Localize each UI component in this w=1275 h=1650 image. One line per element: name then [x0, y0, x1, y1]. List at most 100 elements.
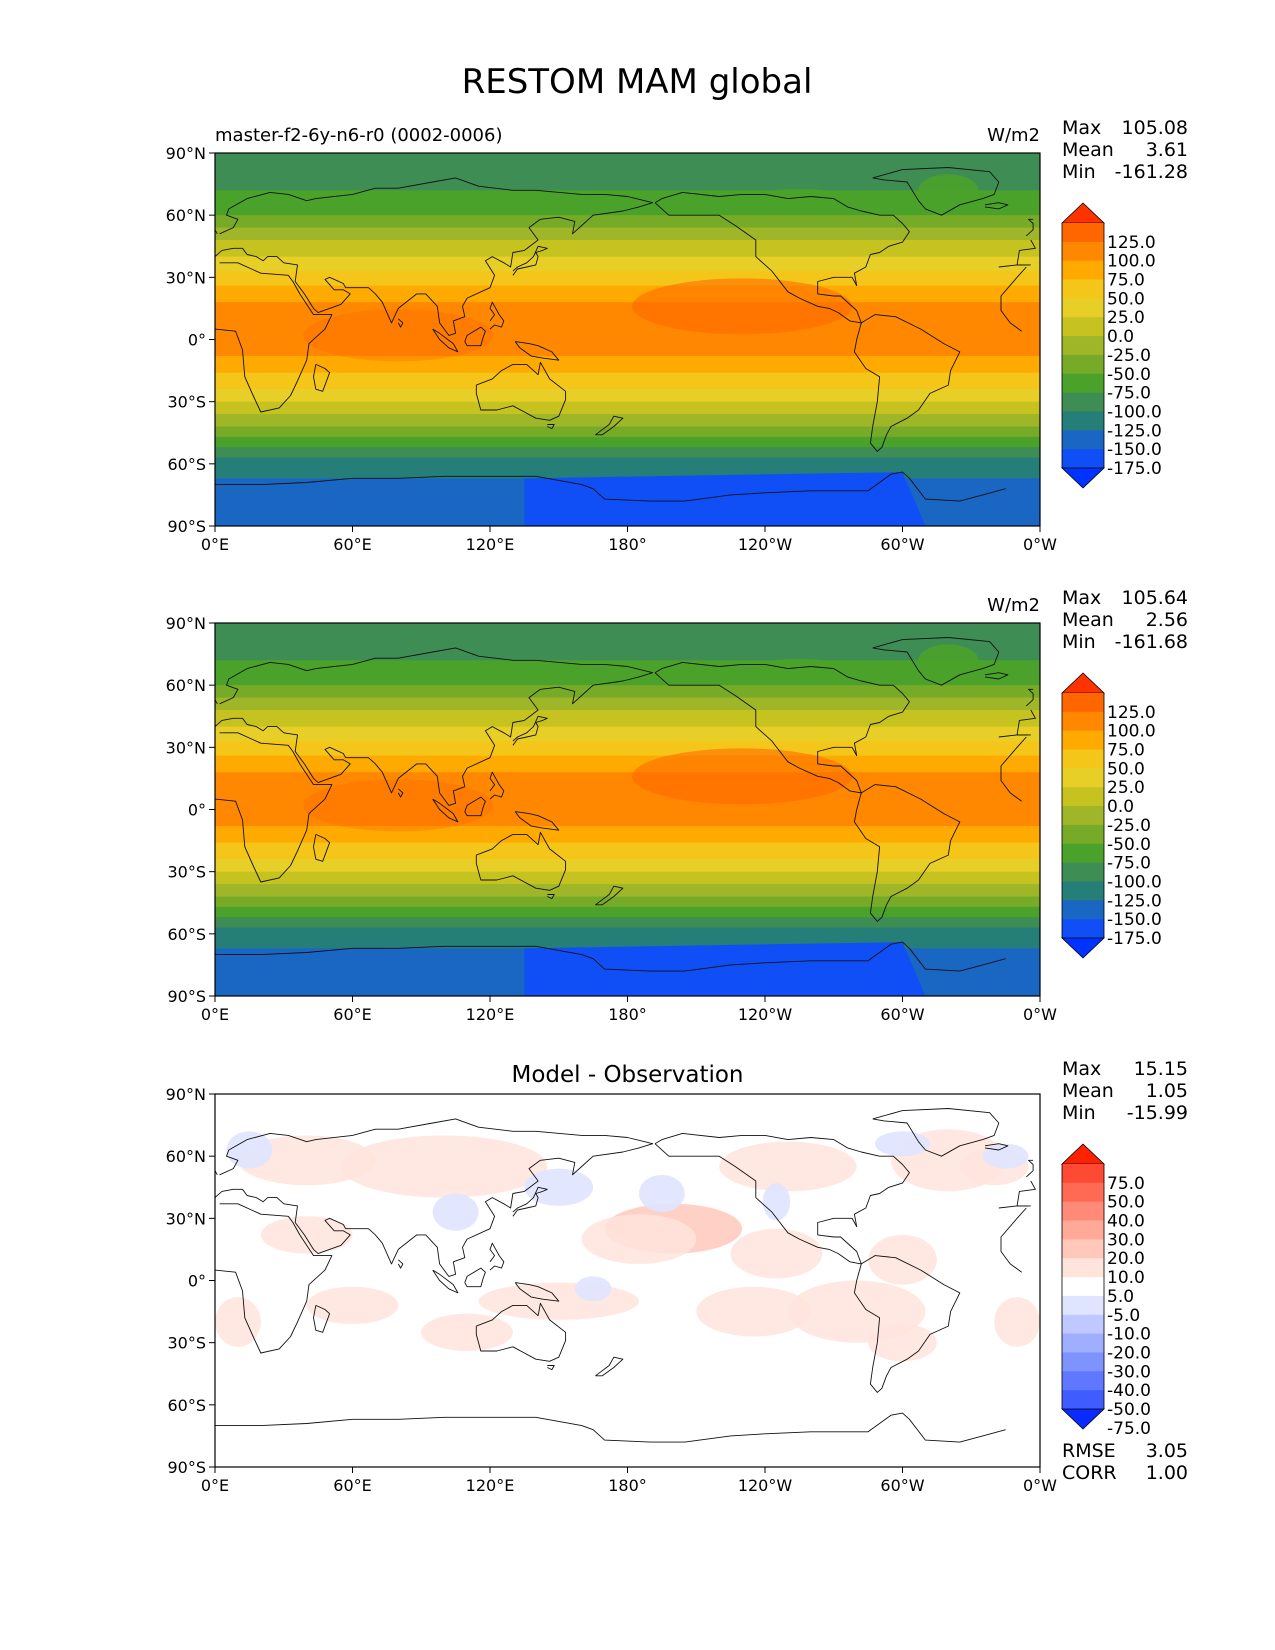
stat-value: -161.68 [1115, 631, 1188, 653]
colorbar-label: 50.0 [1107, 759, 1145, 779]
field-band [215, 697, 1040, 711]
coastline [215, 177, 1036, 336]
colorbar-segment [1062, 279, 1104, 299]
panel-model: 0°E 60°E 120°E 180° 120°W 60°W 0°W 90°N 60°N 30°N… [166, 117, 1188, 554]
colorbar-label: 0.0 [1107, 327, 1134, 347]
panel-units: W/m2 [987, 595, 1040, 616]
field-feature [754, 188, 845, 209]
field-feature [341, 1135, 548, 1198]
colorbar-segment [1062, 430, 1104, 450]
field-band [215, 153, 1040, 191]
x-tick-label: 120°W [738, 1476, 793, 1495]
colorbar-label: 25.0 [1107, 778, 1145, 798]
y-tick-label: 30°N [166, 1209, 206, 1228]
coastline [313, 833, 331, 862]
y-tick-label: 90°N [166, 144, 206, 163]
colorbar-segment [1062, 298, 1104, 318]
panel-units: W/m2 [987, 125, 1040, 146]
stat-label: Max [1062, 117, 1101, 139]
field-band [215, 457, 1040, 479]
coastline [595, 885, 624, 906]
coastline [475, 831, 567, 891]
map-field [215, 623, 1040, 996]
field-band [215, 755, 1040, 773]
colorbar-label: -125.0 [1107, 421, 1162, 441]
colorbar-label: -75.0 [1107, 384, 1151, 404]
stat-label: Max [1062, 1058, 1101, 1080]
field-feature [982, 1143, 1029, 1169]
colorbar-label: -40.0 [1107, 1381, 1151, 1401]
y-tick-label: 30°N [166, 738, 206, 757]
coastline [475, 1302, 567, 1362]
colorbar-segment [1062, 862, 1104, 882]
colorbar-segment [1062, 411, 1104, 431]
colorbar-label: -50.0 [1107, 1400, 1151, 1420]
field-feature [632, 278, 853, 335]
x-tick-label: 180° [608, 1005, 647, 1024]
bottom-stat-label: CORR [1062, 1462, 1117, 1484]
field-feature [918, 644, 979, 677]
colorbar-segment [1062, 354, 1104, 375]
field-feature [237, 1135, 376, 1186]
panel-observation: 0°E 60°E 120°E 180° 120°W 60°W 0°W 90°N 60°N 30°N… [166, 587, 1188, 1024]
colorbar-outline [1061, 693, 1105, 938]
field-band [215, 772, 1040, 827]
colorbar-segment [1062, 223, 1104, 243]
y-tick-label: 30°S [167, 1334, 206, 1353]
stat-label: Mean [1062, 609, 1114, 631]
field-band [215, 401, 1040, 415]
field-band [215, 884, 1040, 898]
coastline [595, 415, 624, 436]
colorbar-label: 50.0 [1107, 1193, 1145, 1213]
y-tick-label: 30°S [167, 863, 206, 882]
colorbar-label: -175.0 [1107, 929, 1162, 949]
colorbar-segment [1062, 1277, 1104, 1297]
field-feature [632, 748, 853, 805]
bottom-stat-value: 3.05 [1146, 1440, 1188, 1462]
coastline [547, 1365, 555, 1371]
stat-label: Max [1062, 587, 1101, 609]
colorbar-segment [1062, 900, 1104, 920]
coastline [654, 1132, 910, 1265]
field-feature [994, 1297, 1040, 1347]
field-band [215, 302, 1040, 357]
field-band [215, 426, 1040, 438]
y-tick-label: 60°N [166, 206, 206, 225]
coastline [984, 202, 1009, 210]
y-tick-label: 90°N [166, 614, 206, 633]
colorbar-label: 30.0 [1107, 1230, 1145, 1250]
colorbar-label: -20.0 [1107, 1343, 1151, 1363]
field-feature [730, 1228, 823, 1279]
y-tick-label: 60°S [167, 1396, 206, 1415]
x-tick-label: 120°E [466, 535, 515, 554]
coastline [397, 318, 404, 328]
colorbar-segment [1062, 1352, 1104, 1372]
colorbar-segment [1062, 824, 1104, 845]
colorbar-label: -150.0 [1107, 910, 1162, 930]
colorbar-label: 75.0 [1107, 271, 1145, 291]
colorbar-extend-min [1061, 467, 1105, 489]
field-band [215, 896, 1040, 908]
field-feature [696, 1286, 811, 1337]
field-band [215, 906, 1040, 918]
x-tick-label: 0°E [201, 535, 229, 554]
colorbar-segment [1062, 1239, 1104, 1259]
colorbar-segment [1062, 317, 1104, 337]
x-tick-label: 60°W [880, 1005, 924, 1024]
coastline [512, 245, 548, 276]
coastline [654, 661, 910, 794]
colorbar: 75.050.040.030.020.010.05.0-5.0-10.0-20.… [1061, 1143, 1151, 1439]
colorbar-label: -100.0 [1107, 402, 1162, 422]
colorbar-segment [1062, 787, 1104, 807]
colorbar-label: -5.0 [1107, 1306, 1140, 1326]
colorbar-segment [1062, 449, 1104, 469]
colorbar-label: 40.0 [1107, 1212, 1145, 1232]
field-band [215, 859, 1040, 873]
stat-value: 15.15 [1134, 1058, 1188, 1080]
colorbar-segment [1062, 1182, 1104, 1203]
coastline [464, 1267, 486, 1288]
stat-label: Mean [1062, 1080, 1114, 1102]
coastline [984, 672, 1009, 680]
field-band [215, 927, 1040, 949]
stat-label: Min [1062, 1102, 1096, 1124]
